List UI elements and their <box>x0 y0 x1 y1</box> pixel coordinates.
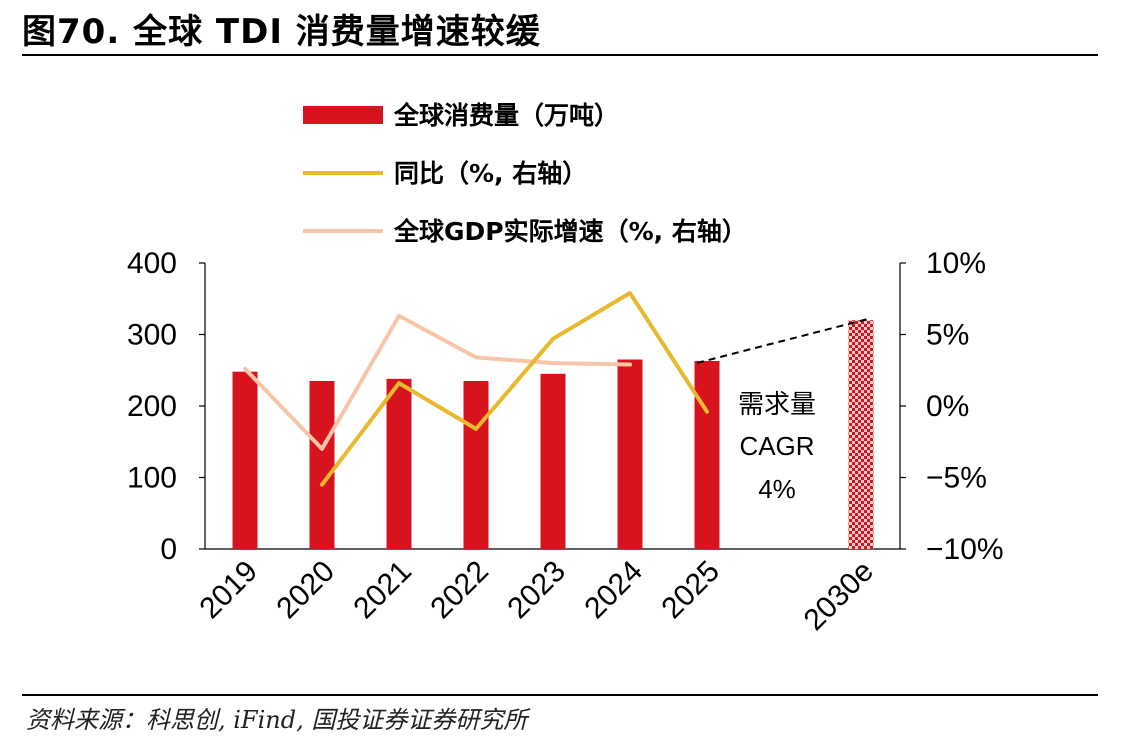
x-tick-label: 2021 <box>347 555 418 626</box>
x-tick-label: 2022 <box>424 555 495 626</box>
bar <box>309 380 335 549</box>
legend-label: 全球GDP实际增速（%, 右轴） <box>393 217 747 246</box>
bar <box>540 373 566 549</box>
x-tick-label: 2024 <box>578 555 649 626</box>
source-divider <box>22 694 1098 696</box>
x-tick-label: 2023 <box>501 555 572 626</box>
x-tick-label: 2020 <box>270 555 341 626</box>
title-divider <box>22 54 1098 56</box>
bar <box>617 359 643 549</box>
right-tick-label: −5% <box>926 462 987 495</box>
bar <box>386 378 412 549</box>
gdp-growth-line <box>243 313 632 451</box>
bar <box>232 371 258 549</box>
cagr-annotation: 需求量 CAGR 4% <box>696 317 872 504</box>
legend-label: 同比（%, 右轴） <box>394 159 587 188</box>
legend-label: 全球消费量（万吨） <box>393 101 619 130</box>
annotation-demand: 需求量 <box>738 390 816 420</box>
legend-bar-swatch <box>303 106 383 124</box>
x-tick-label: 2019 <box>193 555 264 626</box>
cagr-trend-line <box>696 317 872 364</box>
left-tick-label: 100 <box>127 462 177 495</box>
right-tick-label: −10% <box>926 533 1004 566</box>
left-tick-label: 400 <box>127 247 177 280</box>
x-tick-label: 2030e <box>798 555 880 637</box>
bar <box>694 360 720 549</box>
right-tick-label: 5% <box>926 319 969 352</box>
bar-forecast <box>848 320 874 549</box>
left-tick-label: 0 <box>160 533 177 566</box>
source-note: 资料来源：科思创, iFind, 国投证券证券研究所 <box>26 706 528 734</box>
right-tick-label: 0% <box>926 390 969 423</box>
annotation-rate: 4% <box>758 474 796 504</box>
annotation-cagr: CAGR <box>739 431 814 461</box>
bar <box>463 380 489 549</box>
bar-series <box>232 320 874 549</box>
right-tick-label: 10% <box>926 247 986 280</box>
figure-title: 图70. 全球 TDI 消费量增速较缓 <box>22 12 541 52</box>
left-tick-label: 200 <box>127 390 177 423</box>
yoy-line <box>320 291 709 487</box>
x-tick-label: 2025 <box>655 555 726 626</box>
legend: 全球消费量（万吨） 同比（%, 右轴） 全球GDP实际增速（%, 右轴） <box>303 101 747 246</box>
line-series <box>243 291 709 487</box>
left-tick-label: 300 <box>127 319 177 352</box>
